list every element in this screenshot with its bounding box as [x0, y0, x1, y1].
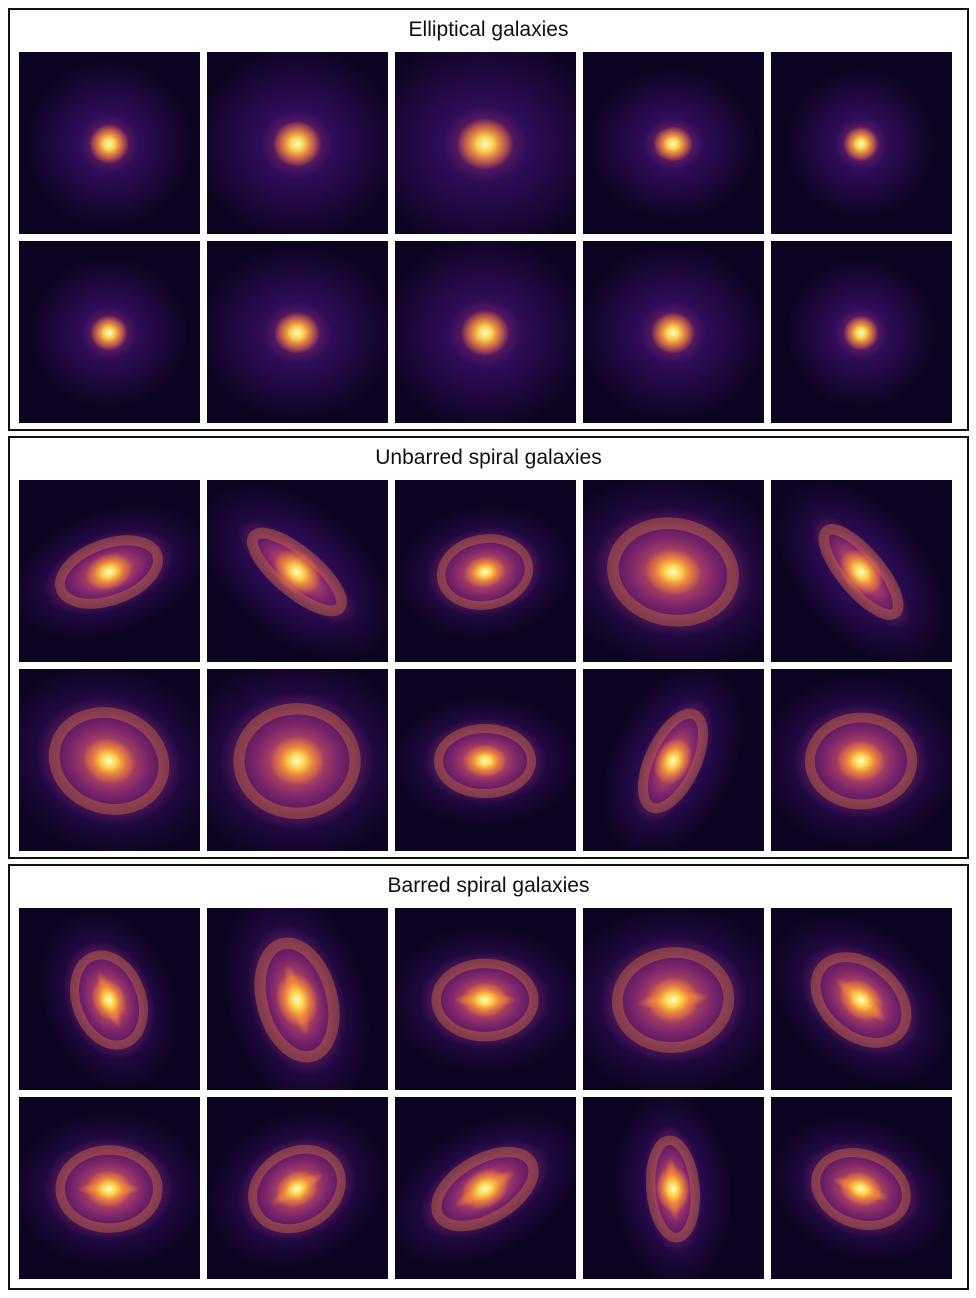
galaxy-image: [207, 52, 388, 234]
galaxy-image: [19, 52, 200, 234]
galaxy-image: [207, 908, 388, 1090]
galaxy-grid: [19, 908, 952, 1279]
galaxy-image: [19, 480, 200, 662]
galaxy-image: [207, 1097, 388, 1279]
galaxy-image: [395, 241, 576, 423]
galaxy-image: [19, 908, 200, 1090]
galaxy-image: [395, 1097, 576, 1279]
galaxy-grid: [19, 480, 952, 851]
galaxy-image: [395, 480, 576, 662]
elliptical-panel: Elliptical galaxies: [8, 8, 969, 431]
galaxy-image: [207, 669, 388, 851]
galaxy-image: [19, 241, 200, 423]
galaxy-image: [583, 480, 764, 662]
panel-title: Elliptical galaxies: [408, 18, 569, 41]
galaxy-image: [583, 669, 764, 851]
barred-spiral-panel: Barred spiral galaxies: [8, 864, 969, 1290]
galaxy-image: [207, 241, 388, 423]
galaxy-image: [583, 908, 764, 1090]
galaxy-grid: [19, 52, 952, 423]
galaxy-image: [771, 908, 952, 1090]
galaxy-image: [583, 1097, 764, 1279]
galaxy-image: [771, 669, 952, 851]
unbarred-spiral-panel: Unbarred spiral galaxies: [8, 436, 969, 859]
panel-title: Unbarred spiral galaxies: [375, 446, 602, 469]
galaxy-image: [583, 241, 764, 423]
galaxy-image: [771, 480, 952, 662]
panel-title: Barred spiral galaxies: [387, 874, 590, 897]
galaxy-image: [395, 52, 576, 234]
galaxy-image: [583, 52, 764, 234]
galaxy-image: [19, 1097, 200, 1279]
galaxy-image: [207, 480, 388, 662]
galaxy-image: [771, 241, 952, 423]
galaxy-image: [395, 669, 576, 851]
galaxy-image: [19, 669, 200, 851]
galaxy-image: [395, 908, 576, 1090]
galaxy-image: [771, 1097, 952, 1279]
galaxy-image: [771, 52, 952, 234]
